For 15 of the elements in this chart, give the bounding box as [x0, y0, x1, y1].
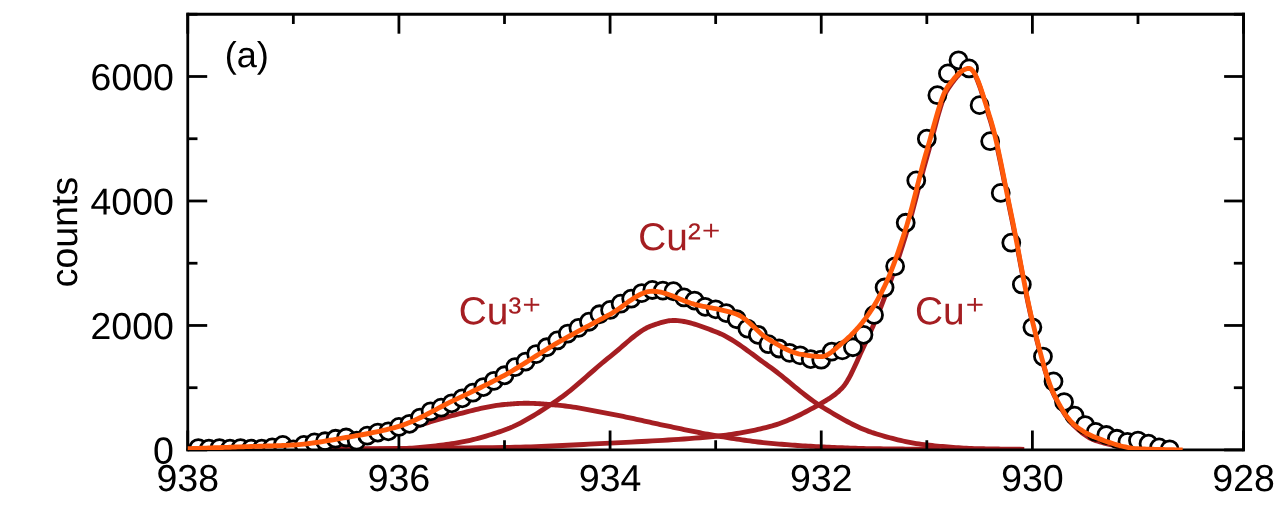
annotation: Cu³⁺	[460, 297, 540, 325]
annotation: Cu²⁺	[640, 223, 719, 251]
y-axis-title: counts	[52, 178, 78, 286]
x-tick-label: 928	[1214, 464, 1274, 492]
y-tick-label: 4000	[91, 188, 173, 215]
annotation: (a)	[226, 40, 267, 75]
y-tick-label: 0	[154, 437, 173, 464]
x-tick-label: 936	[369, 464, 429, 492]
x-tick-label: 932	[791, 464, 851, 492]
x-tick-label: 934	[580, 464, 641, 492]
y-tick-label: 6000	[92, 63, 173, 91]
x-tick-label: 938	[158, 464, 218, 492]
y-tick-label: 2000	[92, 312, 173, 340]
annotation: Cu⁺	[916, 297, 983, 325]
x-tick-label: 930	[1002, 464, 1063, 492]
